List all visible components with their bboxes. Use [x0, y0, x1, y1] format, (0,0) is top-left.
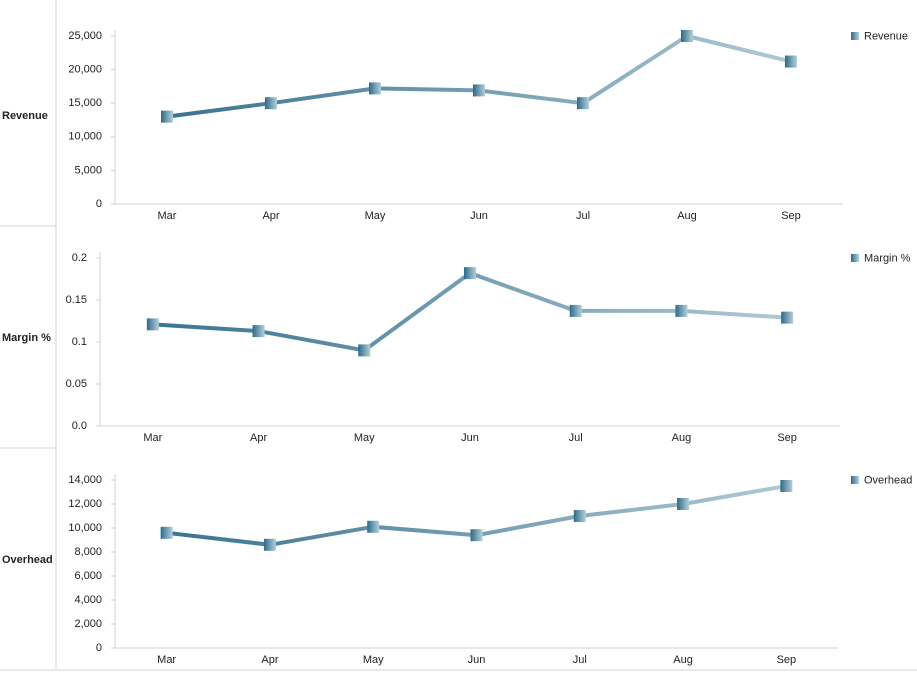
- point-marker: [677, 498, 690, 510]
- x-tick-label: Jul: [569, 432, 583, 444]
- y-tick-label: 0: [96, 642, 102, 654]
- y-tick-label: 12,000: [68, 498, 102, 510]
- x-tick-label: Sep: [777, 432, 797, 444]
- y-tick-label: 2,000: [74, 618, 102, 630]
- series-line: [166, 34, 792, 119]
- y-tick-label: 0.05: [66, 378, 87, 390]
- y-tick-label: 10,000: [68, 522, 102, 534]
- x-tick-label: Mar: [157, 654, 176, 666]
- point-marker: [252, 325, 265, 338]
- point-marker: [263, 538, 276, 551]
- x-tick-label: Jun: [461, 432, 479, 444]
- point-marker: [464, 267, 476, 280]
- x-tick-label: Jul: [576, 210, 590, 222]
- row-label: Revenue: [2, 110, 48, 122]
- y-tick-label: 20,000: [68, 64, 102, 76]
- point-marker: [573, 510, 586, 522]
- legend-swatch: [851, 254, 859, 262]
- x-tick-label: Aug: [673, 654, 693, 666]
- y-tick-label: 0.2: [72, 252, 87, 264]
- point-marker: [675, 304, 688, 317]
- y-tick-label: 25,000: [68, 30, 102, 42]
- point-marker: [161, 110, 173, 123]
- y-tick-label: 8,000: [74, 546, 102, 558]
- legend-label: Overhead: [864, 474, 912, 486]
- x-tick-label: Sep: [781, 210, 801, 222]
- row-label: Overhead: [2, 554, 53, 566]
- x-tick-label: Jun: [470, 210, 488, 222]
- y-tick-label: 4,000: [74, 594, 102, 606]
- x-tick-label: Apr: [261, 654, 278, 666]
- x-tick-label: Sep: [777, 654, 797, 666]
- point-marker: [358, 344, 371, 357]
- y-tick-label: 15,000: [68, 97, 102, 109]
- x-tick-label: May: [365, 210, 386, 222]
- legend-label: Revenue: [864, 30, 908, 42]
- point-marker: [265, 97, 277, 110]
- y-tick-label: 0.15: [66, 294, 87, 306]
- x-tick-label: Apr: [262, 210, 279, 222]
- y-tick-label: 6,000: [74, 570, 102, 582]
- point-marker: [681, 30, 693, 42]
- y-tick-label: 14,000: [68, 474, 102, 486]
- point-marker: [367, 520, 380, 533]
- y-tick-label: 5,000: [74, 164, 102, 176]
- legend-swatch: [851, 32, 859, 40]
- x-tick-label: Aug: [672, 432, 692, 444]
- x-tick-label: Jun: [468, 654, 486, 666]
- point-marker: [569, 304, 582, 317]
- x-tick-label: Mar: [158, 210, 177, 222]
- point-marker: [780, 480, 793, 492]
- x-tick-label: May: [354, 432, 375, 444]
- point-marker: [473, 84, 485, 97]
- x-tick-label: Mar: [143, 432, 162, 444]
- y-tick-label: 0: [96, 198, 102, 210]
- legend-swatch: [851, 476, 859, 484]
- point-marker: [369, 82, 381, 95]
- point-marker: [146, 318, 159, 331]
- y-tick-label: 0.1: [72, 336, 87, 348]
- row-label: Margin %: [2, 332, 51, 344]
- x-tick-label: Aug: [677, 210, 697, 222]
- x-tick-label: May: [363, 654, 384, 666]
- legend-label: Margin %: [864, 252, 911, 264]
- y-tick-label: 10,000: [68, 131, 102, 143]
- point-marker: [785, 55, 797, 68]
- point-marker: [577, 97, 589, 110]
- series-line: [152, 271, 788, 353]
- x-tick-label: Apr: [250, 432, 267, 444]
- y-tick-label: 0.0: [72, 420, 87, 432]
- x-tick-label: Jul: [573, 654, 587, 666]
- point-marker: [160, 526, 173, 539]
- point-marker: [470, 529, 483, 542]
- point-marker: [781, 311, 794, 324]
